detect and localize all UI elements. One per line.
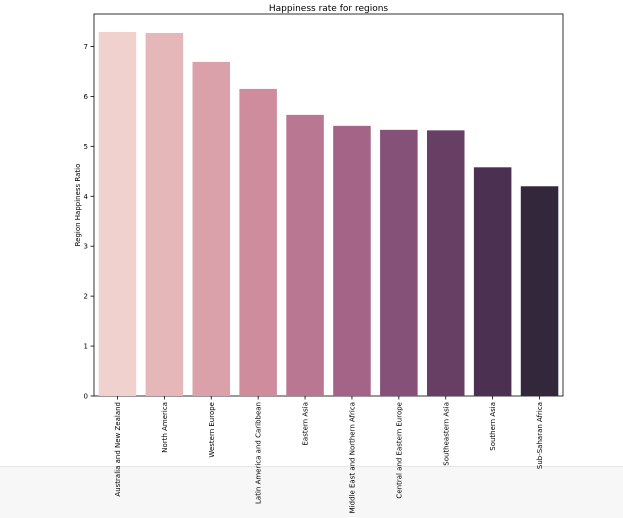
y-tick-label: 2: [84, 293, 88, 301]
x-tick-label: Australia and New Zealand: [114, 402, 122, 497]
bar-8: [473, 167, 512, 396]
bar-0: [98, 31, 137, 396]
notebook-output-footer: [0, 466, 623, 518]
x-tick-label: Eastern Asia: [302, 402, 310, 446]
y-tick-label: 7: [84, 43, 88, 51]
bar-7: [426, 130, 465, 396]
y-tick-label: 3: [84, 243, 88, 251]
y-axis: 0 1 2 3 4 5 6 7: [84, 43, 94, 401]
y-tick-label: 1: [84, 343, 88, 351]
x-tick-label: Southeastern Asia: [442, 402, 450, 466]
x-tick-label: Central and Eastern Europe: [395, 402, 403, 499]
x-tick-label: Middle East and Northern Africa: [348, 402, 356, 513]
bars-layer: [98, 31, 559, 397]
bar-1: [145, 32, 184, 397]
bar-4: [286, 114, 324, 396]
x-tick-label: Latin America and Caribbean: [255, 402, 263, 504]
chart-title: Happiness rate for regions: [269, 4, 389, 14]
x-tick-label: Southern Asia: [489, 402, 497, 451]
bar-6: [380, 129, 418, 396]
bar-9: [520, 186, 559, 396]
y-tick-label: 5: [84, 143, 88, 151]
bar-5: [333, 125, 371, 397]
bar-3: [239, 88, 277, 396]
bar-2: [192, 61, 231, 396]
y-tick-label: 6: [84, 93, 89, 101]
x-tick-label: North America: [161, 402, 169, 453]
x-tick-label: Western Europe: [208, 402, 216, 458]
y-axis-label: Region Happiness Ratio: [74, 164, 82, 247]
y-tick-label: 0: [84, 393, 88, 401]
x-tick-label: Sub-Saharan Africa: [536, 402, 544, 469]
x-axis: Australia and New Zealand North America We…: [114, 396, 544, 513]
y-tick-label: 4: [84, 193, 89, 201]
